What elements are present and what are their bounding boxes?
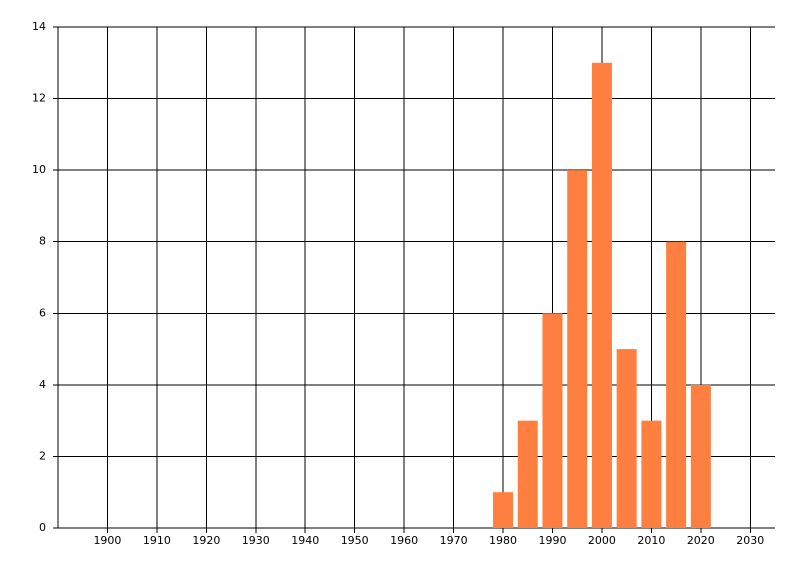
bar xyxy=(493,492,514,528)
x-tick-label: 1920 xyxy=(192,534,220,547)
x-tick-label: 1990 xyxy=(538,534,566,547)
bar xyxy=(616,349,637,528)
bar xyxy=(542,313,563,528)
x-tick-label: 1960 xyxy=(390,534,418,547)
bar xyxy=(591,62,612,529)
x-tick-label: 2000 xyxy=(588,534,616,547)
bar xyxy=(690,384,711,528)
y-tick-label: 14 xyxy=(32,20,46,33)
y-tick-label: 4 xyxy=(39,378,46,391)
bar xyxy=(517,420,538,528)
x-tick-label: 2030 xyxy=(736,534,764,547)
bar xyxy=(567,170,588,528)
x-tick-label: 1930 xyxy=(242,534,270,547)
bar xyxy=(641,420,662,528)
y-tick-label: 0 xyxy=(39,521,46,534)
x-tick-label: 2010 xyxy=(637,534,665,547)
x-tick-label: 1940 xyxy=(291,534,319,547)
x-tick-label: 1980 xyxy=(489,534,517,547)
y-tick-label: 2 xyxy=(39,449,46,462)
y-tick-label: 8 xyxy=(39,235,46,248)
x-tick-label: 1950 xyxy=(341,534,369,547)
bar xyxy=(666,241,687,528)
y-tick-label: 6 xyxy=(39,306,46,319)
x-tick-label: 1910 xyxy=(143,534,171,547)
y-tick-label: 12 xyxy=(32,92,46,105)
x-tick-label: 1970 xyxy=(440,534,468,547)
x-tick-label: 1900 xyxy=(93,534,121,547)
x-tick-label: 2020 xyxy=(687,534,715,547)
y-tick-label: 10 xyxy=(32,163,46,176)
